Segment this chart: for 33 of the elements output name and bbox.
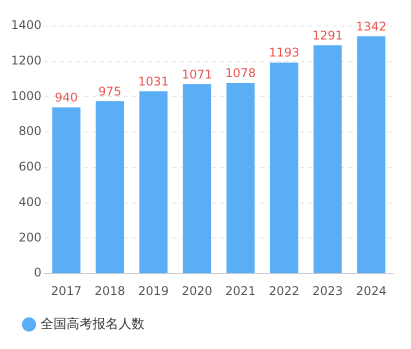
y-tick-label: 1000 [10,88,42,103]
bar [226,82,255,274]
y-tick-label: 600 [18,160,42,174]
data-label: 1031 [138,74,169,88]
bar [139,91,168,274]
x-tick-label: 2022 [268,284,300,298]
legend-label: 全国高考报名人数 [40,316,144,332]
data-label: 940 [54,90,78,104]
y-tick-label: 1200 [10,53,42,68]
data-label: 1291 [312,28,343,42]
x-tick-label: 2024 [356,284,386,298]
data-label: 975 [98,84,122,98]
y-tick-label: 0 [34,266,42,280]
data-label: 1193 [268,46,300,60]
x-tick-label: 2020 [182,284,212,298]
y-tick-label: 1400 [10,18,42,32]
data-label: 1071 [182,67,212,82]
bar [314,45,342,274]
x-tick-label: 2017 [51,284,82,298]
y-tick-label: 800 [18,124,42,138]
bar [182,84,212,274]
y-tick-label: 200 [18,230,42,244]
data-label: 1078 [225,66,256,80]
bar [52,107,80,274]
data-label: 1342 [356,19,386,34]
x-tick-label: 2023 [312,284,343,298]
bar [270,62,298,274]
x-tick-label: 2019 [138,284,169,298]
x-tick-label: 2018 [94,284,126,298]
x-tick-label: 2021 [225,284,256,298]
bar [96,101,124,274]
bar [357,36,386,274]
y-tick-label: 400 [18,194,42,209]
